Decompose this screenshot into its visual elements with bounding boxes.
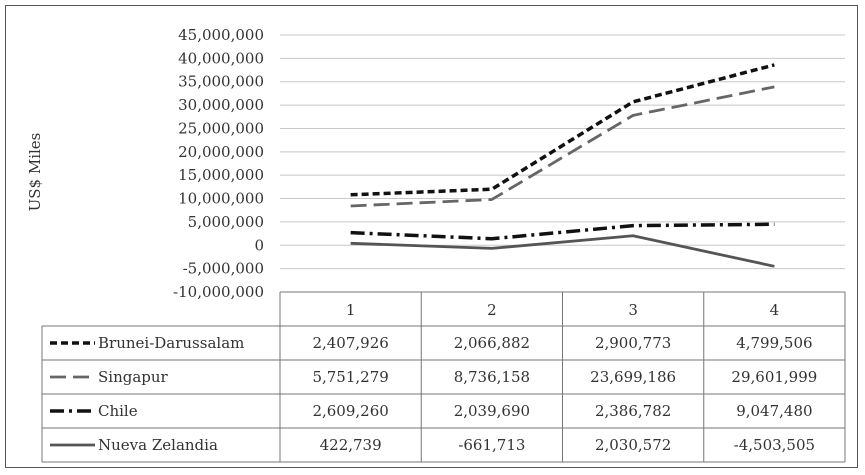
category-label: 4 — [770, 301, 780, 319]
y-tick-label: -5,000,000 — [183, 260, 264, 278]
table-cell: 5,751,279 — [312, 368, 388, 386]
y-axis-label: US$ Miles — [26, 133, 44, 212]
series-line — [350, 85, 775, 208]
series-lines — [350, 63, 775, 268]
y-tick-label: 40,000,000 — [178, 49, 264, 67]
table-cell: 29,601,999 — [731, 368, 817, 386]
series-name: Brunei-Darussalam — [98, 334, 244, 352]
table-cell: -661,713 — [458, 436, 525, 454]
table-cell: 2,900,773 — [595, 334, 671, 352]
series-line — [350, 222, 775, 241]
y-tick-label: 15,000,000 — [178, 166, 264, 184]
category-label: 3 — [628, 301, 638, 319]
table-cell: 8,736,158 — [454, 368, 530, 386]
series-name: Nueva Zelandia — [98, 436, 218, 454]
table-cell: 2,386,782 — [595, 402, 671, 420]
series-line — [350, 63, 775, 197]
series-name: Singapur — [98, 368, 169, 386]
table-cell: 23,699,186 — [590, 368, 676, 386]
table-cell: 2,407,926 — [312, 334, 388, 352]
y-tick-label: 5,000,000 — [188, 213, 264, 231]
table-cell: 2,066,882 — [454, 334, 530, 352]
y-tick-label: 25,000,000 — [178, 119, 264, 137]
data-table: 1 2 3 4 Brunei-Darussalam 2,407,926 2,066,882 2… — [41, 291, 846, 463]
y-tick-label: 30,000,000 — [178, 96, 264, 114]
table-cell: -4,503,505 — [734, 436, 815, 454]
table-cell: 9,047,480 — [736, 402, 812, 420]
table-cell: 2,030,572 — [595, 436, 671, 454]
y-tick-label: 45,000,000 — [178, 26, 264, 44]
y-tick-label: -10,000,000 — [173, 283, 264, 301]
y-tick-labels: 45,000,000 40,000,000 35,000,000 30,000,000… — [173, 26, 264, 301]
table-cell: 2,039,690 — [454, 402, 530, 420]
series-line — [350, 234, 775, 268]
y-tick-label: 0 — [254, 236, 264, 254]
gridlines — [280, 34, 845, 293]
category-label: 1 — [346, 301, 356, 319]
y-tick-label: 20,000,000 — [178, 143, 264, 161]
y-tick-label: 10,000,000 — [178, 190, 264, 208]
category-label: 2 — [487, 301, 497, 319]
table-cell: 4,799,506 — [736, 334, 812, 352]
y-tick-label: 35,000,000 — [178, 73, 264, 91]
series-name: Chile — [98, 402, 138, 420]
table-cell: 2,609,260 — [312, 402, 388, 420]
table-cell: 422,739 — [320, 436, 382, 454]
